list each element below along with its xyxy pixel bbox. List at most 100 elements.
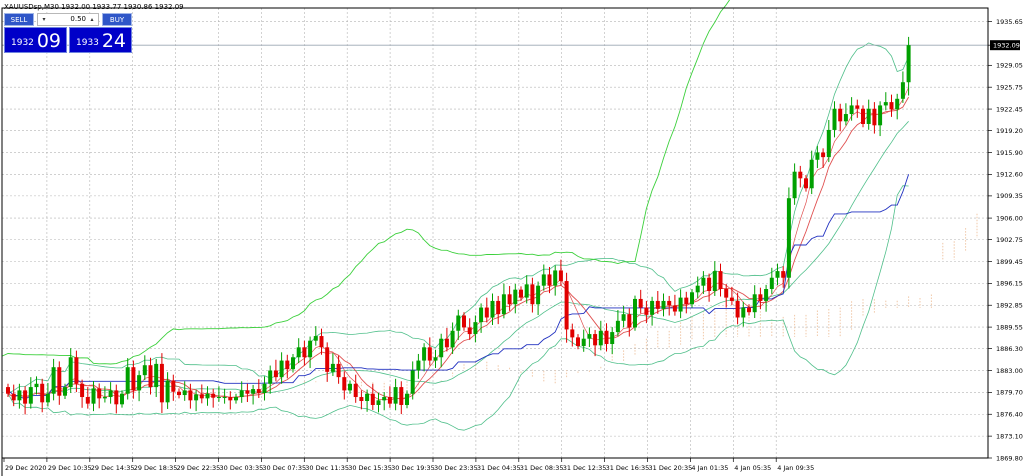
bearish-candle bbox=[724, 289, 729, 298]
lot-size-stepper[interactable]: ▾ 0.50 ▴ bbox=[37, 13, 99, 26]
lot-size-value[interactable]: 0.50 bbox=[70, 15, 86, 23]
bearish-candle bbox=[159, 363, 164, 403]
buy-button[interactable]: BUY bbox=[102, 13, 132, 26]
current-price-label: 1932.09 bbox=[993, 42, 1020, 50]
bearish-candle bbox=[177, 391, 181, 396]
y-tick-label: 1909.35 bbox=[996, 192, 1023, 200]
bearish-candle bbox=[707, 277, 712, 291]
x-tick-label: 30 Dec 15:35 bbox=[348, 464, 392, 472]
bullish-candle bbox=[182, 390, 187, 396]
bullish-candle bbox=[165, 380, 170, 403]
x-tick-label: 29 Dec 18:35 bbox=[134, 464, 178, 472]
bullish-candle bbox=[137, 375, 142, 391]
bullish-candle bbox=[279, 360, 284, 378]
bearish-candle bbox=[558, 270, 563, 282]
x-tick-label: 31 Dec 04:35 bbox=[477, 464, 521, 472]
bullish-candle bbox=[769, 277, 774, 290]
bullish-candle bbox=[883, 102, 888, 106]
ma-red-line bbox=[7, 96, 909, 400]
bid-price-button[interactable]: 1932 09 bbox=[4, 27, 67, 53]
ma-red-fast-line bbox=[7, 87, 909, 401]
bullish-candle bbox=[690, 292, 694, 305]
plot-frame bbox=[1, 7, 989, 459]
bullish-candle bbox=[598, 330, 603, 346]
chart-axes: 1935.65 1929.05 1925.75 1922.45 1919.20 1915.… bbox=[1, 7, 1023, 476]
x-tick-label: 29 Dec 2020 bbox=[5, 464, 47, 472]
lot-increase-icon[interactable]: ▴ bbox=[90, 16, 94, 23]
bullish-candle bbox=[866, 108, 871, 124]
bullish-candle bbox=[34, 383, 39, 388]
bearish-candle bbox=[889, 102, 894, 110]
bullish-candle bbox=[154, 363, 159, 388]
bullish-candle bbox=[108, 390, 113, 398]
bearish-candle bbox=[872, 108, 877, 126]
bearish-candle bbox=[462, 315, 466, 328]
lot-decrease-icon[interactable]: ▾ bbox=[42, 16, 46, 23]
y-tick-label: 1876.40 bbox=[996, 411, 1023, 419]
bullish-candle bbox=[473, 322, 478, 335]
bullish-candle bbox=[633, 298, 637, 328]
y-tick-label: 1935.65 bbox=[996, 18, 1023, 26]
bullish-candle bbox=[330, 363, 335, 372]
bullish-candle bbox=[786, 198, 791, 278]
bearish-candle bbox=[547, 274, 552, 286]
bearish-candle bbox=[245, 390, 250, 394]
bullish-candle bbox=[895, 98, 900, 110]
bullish-candle bbox=[524, 284, 529, 298]
y-tick-label: 1899.45 bbox=[996, 258, 1023, 266]
y-tick-label: 1886.30 bbox=[996, 345, 1023, 353]
bearish-candle bbox=[40, 383, 45, 403]
bullish-candle bbox=[194, 394, 199, 401]
bullish-candle bbox=[296, 347, 301, 358]
bullish-candle bbox=[906, 45, 911, 83]
bullish-candle bbox=[832, 108, 837, 130]
bullish-candle bbox=[222, 397, 227, 399]
bearish-candle bbox=[467, 327, 472, 335]
bullish-candle bbox=[661, 300, 666, 309]
bearish-candle bbox=[519, 289, 523, 298]
bearish-candle bbox=[655, 300, 660, 309]
bid-price-prefix: 1932 bbox=[11, 38, 34, 48]
bullish-candle bbox=[348, 383, 352, 391]
bullish-candle bbox=[792, 171, 797, 199]
bearish-candle bbox=[211, 393, 216, 398]
sell-button[interactable]: SELL bbox=[4, 13, 34, 26]
bullish-candle bbox=[450, 330, 455, 348]
bullish-candle bbox=[695, 285, 700, 293]
bearish-candle bbox=[57, 367, 62, 396]
x-tick-label: 4 Jan 09:35 bbox=[777, 464, 814, 472]
bullish-candle bbox=[741, 307, 746, 318]
bearish-candle bbox=[273, 370, 278, 378]
bearish-candle bbox=[399, 387, 404, 405]
bearish-candle bbox=[85, 397, 90, 404]
ask-price-prefix: 1933 bbox=[76, 38, 99, 48]
bullish-candle bbox=[615, 320, 620, 333]
bearish-candle bbox=[387, 397, 392, 404]
current-price-marker bbox=[990, 40, 1020, 51]
x-tick-label: 29 Dec 14:35 bbox=[91, 464, 135, 472]
bearish-candle bbox=[199, 394, 204, 399]
x-tick-label: 4 Jan 05:35 bbox=[734, 464, 771, 472]
bullish-candle bbox=[63, 387, 67, 396]
ask-price-button[interactable]: 1933 24 bbox=[69, 27, 132, 53]
y-tick-label: 1892.85 bbox=[996, 302, 1023, 310]
bullish-candle bbox=[51, 367, 56, 394]
bullish-candle bbox=[251, 389, 256, 394]
bullish-candle bbox=[621, 314, 626, 321]
bullish-candle bbox=[405, 393, 409, 405]
bearish-candle bbox=[798, 171, 803, 179]
bearish-candle bbox=[319, 336, 324, 348]
bearish-candle bbox=[131, 367, 136, 391]
candlesticks bbox=[6, 36, 911, 415]
bullish-candle bbox=[28, 387, 33, 404]
bullish-candle bbox=[17, 390, 22, 401]
bid-price-pips: 09 bbox=[36, 30, 61, 52]
bearish-candle bbox=[838, 108, 843, 122]
bullish-candle bbox=[456, 315, 461, 331]
bullish-candle bbox=[376, 400, 381, 405]
y-tick-label: 1902.75 bbox=[996, 236, 1023, 244]
bullish-candle bbox=[382, 397, 387, 401]
x-tick-label: 30 Dec 19:35 bbox=[391, 464, 435, 472]
